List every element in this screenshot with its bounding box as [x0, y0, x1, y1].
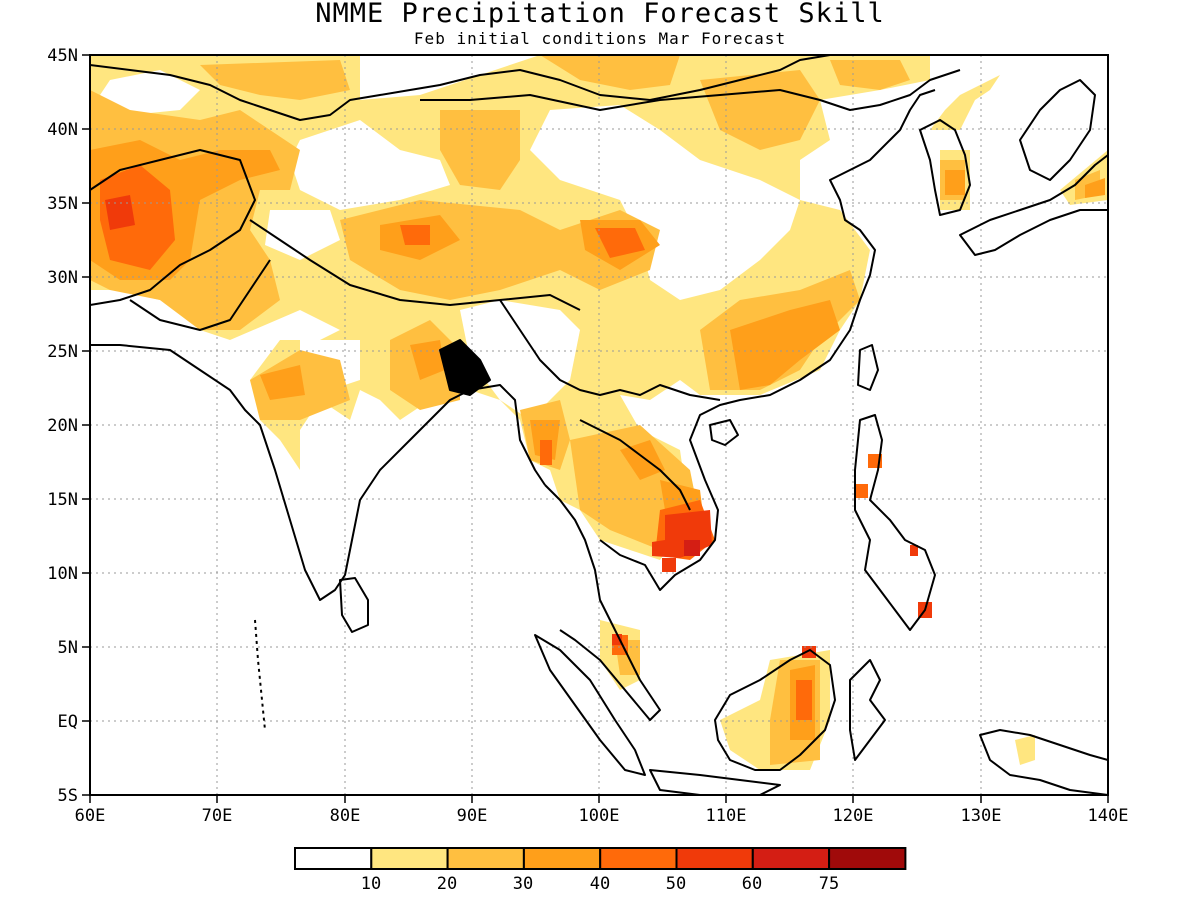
coast-sri-lanka	[339, 577, 369, 633]
lon-label: 90E	[457, 806, 488, 826]
shade-10-20	[1015, 735, 1035, 765]
shade-60-75	[684, 540, 700, 556]
shade-below-10	[460, 300, 580, 420]
shade-50-60	[910, 545, 918, 556]
lon-label: 80E	[330, 806, 361, 826]
coast-sumatra	[534, 634, 646, 776]
shade-50-60	[662, 558, 676, 572]
coast-maldives	[254, 619, 266, 731]
shade-20-30	[200, 60, 350, 100]
shade-40-50	[855, 484, 868, 498]
shade-40-50	[796, 680, 812, 720]
shade-30-40	[730, 300, 840, 390]
shade-20-30	[700, 70, 820, 150]
shade-40-50	[100, 165, 175, 270]
colorbar-label: 10	[361, 874, 381, 894]
lat-label: 5S	[58, 786, 78, 806]
lat-label: 45N	[47, 46, 78, 66]
coast-borneo	[714, 649, 836, 771]
coast-taiwan	[857, 344, 879, 391]
colorbar-swatch	[828, 847, 907, 870]
lon-label: 60E	[75, 806, 106, 826]
shade-50-60	[612, 634, 622, 645]
shade-40-50	[595, 228, 645, 258]
lon-label: 120E	[833, 806, 874, 826]
lat-label: 20N	[47, 416, 78, 436]
border-mongolia	[420, 69, 961, 111]
lon-label: 140E	[1088, 806, 1129, 826]
lat-label: 40N	[47, 120, 78, 140]
page-title: NMME Precipitation Forecast Skill	[315, 0, 885, 29]
coast-korea	[919, 119, 971, 216]
coast-sulawesi	[849, 659, 886, 761]
lat-label: 25N	[47, 342, 78, 362]
coast-new-guinea	[979, 729, 1108, 795]
coast-indian-subcontinent	[90, 344, 546, 601]
border-thai-laos	[579, 419, 691, 511]
shade-50-60	[802, 646, 816, 658]
coast-philippines	[854, 414, 936, 631]
axis-ticks	[82, 54, 1109, 803]
colorbar-label: 20	[437, 874, 457, 894]
shade-20-30	[830, 60, 910, 90]
shade-30-40	[1085, 178, 1105, 198]
coast-indochina	[599, 89, 936, 591]
coast-southeast-asia	[544, 484, 661, 721]
lat-label: EQ	[58, 712, 78, 732]
shade-below-10	[530, 105, 800, 300]
shade-30-40	[945, 170, 965, 195]
colorbar-label: 75	[819, 874, 839, 894]
shade-10-20	[930, 75, 1000, 130]
border-bangladesh	[439, 339, 491, 396]
lon-label: 130E	[961, 806, 1002, 826]
border-myanmar-china	[499, 299, 721, 401]
lat-label: 5N	[58, 638, 78, 658]
border-afghanistan	[90, 149, 256, 306]
lon-label: 100E	[579, 806, 620, 826]
shade-30-40	[260, 365, 305, 400]
colorbar-swatch	[522, 847, 602, 870]
shade-40-50	[540, 440, 552, 465]
shade-40-50	[400, 225, 430, 245]
shade-20-30	[440, 110, 520, 190]
colorbar-swatch	[294, 847, 373, 870]
shade-below-10	[290, 120, 450, 210]
colorbar-swatch	[675, 847, 754, 870]
coast-japan-north	[1019, 79, 1096, 181]
shade-below-10	[100, 70, 200, 115]
shade-below-10	[265, 210, 340, 260]
shade-20-30	[540, 55, 680, 90]
colorbar-label: 40	[590, 874, 610, 894]
colorbar-swatch	[446, 847, 525, 870]
shade-30-40	[410, 340, 445, 380]
colorbar-label: 50	[666, 874, 686, 894]
shade-30-40	[620, 440, 665, 480]
shade-50-60	[105, 195, 135, 230]
longitude-labels: 60E 70E 80E 90E 100E 110E 120E 130E 140E	[75, 806, 1129, 826]
lat-label: 15N	[47, 490, 78, 510]
border-iran-pakistan	[129, 259, 271, 331]
colorbar-label: 60	[742, 874, 762, 894]
lat-label: 35N	[47, 194, 78, 214]
page-subtitle: Feb initial conditions Mar Forecast	[413, 29, 787, 48]
lat-label: 30N	[47, 268, 78, 288]
colorbar-swatch	[751, 847, 831, 870]
coastline-outlines	[90, 55, 1108, 795]
lon-label: 110E	[706, 806, 747, 826]
skill-shading	[90, 55, 1108, 770]
coast-hainan	[709, 419, 739, 446]
lat-label: 10N	[47, 564, 78, 584]
latitude-labels: 45N 40N 35N 30N 25N 20N 15N 10N 5N EQ 5S	[47, 46, 78, 806]
colorbar-swatch	[599, 847, 678, 870]
coast-japan	[959, 154, 1108, 256]
colorbar-legend: 10 20 30 40 50 60 75	[294, 847, 907, 894]
lon-label: 70E	[202, 806, 233, 826]
colorbar-label: 30	[513, 874, 533, 894]
coast-java	[649, 769, 781, 795]
border-himalaya	[249, 219, 581, 311]
border-central-asia	[90, 55, 831, 121]
colorbar-swatch	[370, 847, 449, 870]
